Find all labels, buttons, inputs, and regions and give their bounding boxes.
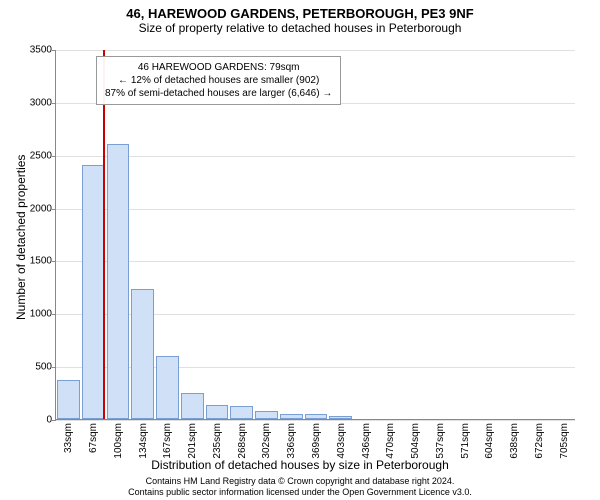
bar xyxy=(131,289,154,419)
x-tick-label: 436sqm xyxy=(361,423,372,459)
y-tick-label: 500 xyxy=(35,362,52,373)
y-tick-label: 2000 xyxy=(30,203,52,214)
x-tick-label: 705sqm xyxy=(559,423,570,459)
grid-line xyxy=(56,261,575,262)
y-tick-mark xyxy=(52,420,56,421)
y-tick-mark xyxy=(52,261,56,262)
x-axis-label: Distribution of detached houses by size … xyxy=(0,458,600,472)
x-tick-label: 235sqm xyxy=(212,423,223,459)
x-tick-label: 33sqm xyxy=(63,423,74,453)
footer-line-2: Contains public sector information licen… xyxy=(0,487,600,498)
info-line-3: 87% of semi-detached houses are larger (… xyxy=(105,87,332,100)
x-tick-label: 67sqm xyxy=(88,423,99,453)
footer: Contains HM Land Registry data © Crown c… xyxy=(0,476,600,498)
x-tick-label: 537sqm xyxy=(435,423,446,459)
bar xyxy=(230,406,253,419)
x-tick-label: 167sqm xyxy=(162,423,173,459)
bar xyxy=(181,393,204,419)
grid-line xyxy=(56,209,575,210)
y-tick-mark xyxy=(52,367,56,368)
y-tick-label: 3000 xyxy=(30,97,52,108)
x-tick-label: 638sqm xyxy=(509,423,520,459)
bar xyxy=(107,144,130,419)
grid-line xyxy=(56,50,575,51)
bar xyxy=(255,411,278,419)
x-tick-label: 201sqm xyxy=(187,423,198,459)
y-tick-label: 3500 xyxy=(30,45,52,56)
x-tick-label: 100sqm xyxy=(113,423,124,459)
y-tick-label: 2500 xyxy=(30,150,52,161)
y-tick-label: 0 xyxy=(46,415,52,426)
chart-plot-area: 050010001500200025003000350033sqm67sqm10… xyxy=(55,50,575,420)
bar xyxy=(280,414,303,419)
x-tick-label: 134sqm xyxy=(138,423,149,459)
info-box: 46 HAREWOOD GARDENS: 79sqm ← 12% of deta… xyxy=(96,56,341,105)
footer-line-1: Contains HM Land Registry data © Crown c… xyxy=(0,476,600,487)
x-tick-label: 672sqm xyxy=(534,423,545,459)
chart-container: 46, HAREWOOD GARDENS, PETERBOROUGH, PE3 … xyxy=(0,0,600,500)
chart-title: 46, HAREWOOD GARDENS, PETERBOROUGH, PE3 … xyxy=(0,0,600,21)
y-tick-mark xyxy=(52,156,56,157)
x-tick-label: 571sqm xyxy=(460,423,471,459)
grid-line xyxy=(56,156,575,157)
y-tick-mark xyxy=(52,314,56,315)
bar xyxy=(329,416,352,419)
x-tick-label: 336sqm xyxy=(286,423,297,459)
x-tick-label: 403sqm xyxy=(336,423,347,459)
x-tick-label: 302sqm xyxy=(261,423,272,459)
y-tick-mark xyxy=(52,209,56,210)
chart-subtitle: Size of property relative to detached ho… xyxy=(0,21,600,39)
y-tick-mark xyxy=(52,50,56,51)
bar xyxy=(57,380,80,419)
x-tick-label: 470sqm xyxy=(385,423,396,459)
y-tick-label: 1000 xyxy=(30,309,52,320)
y-tick-mark xyxy=(52,103,56,104)
x-tick-label: 268sqm xyxy=(237,423,248,459)
info-line-1: 46 HAREWOOD GARDENS: 79sqm xyxy=(105,61,332,74)
y-tick-label: 1500 xyxy=(30,256,52,267)
bar xyxy=(82,165,105,419)
x-tick-label: 604sqm xyxy=(484,423,495,459)
bar xyxy=(156,356,179,419)
bar xyxy=(206,405,229,419)
info-line-2: ← 12% of detached houses are smaller (90… xyxy=(105,74,332,87)
y-axis-label: Number of detached properties xyxy=(14,155,28,320)
x-tick-label: 369sqm xyxy=(311,423,322,459)
grid-line xyxy=(56,420,575,421)
bar xyxy=(305,414,328,419)
reference-line xyxy=(103,50,105,419)
x-tick-label: 504sqm xyxy=(410,423,421,459)
